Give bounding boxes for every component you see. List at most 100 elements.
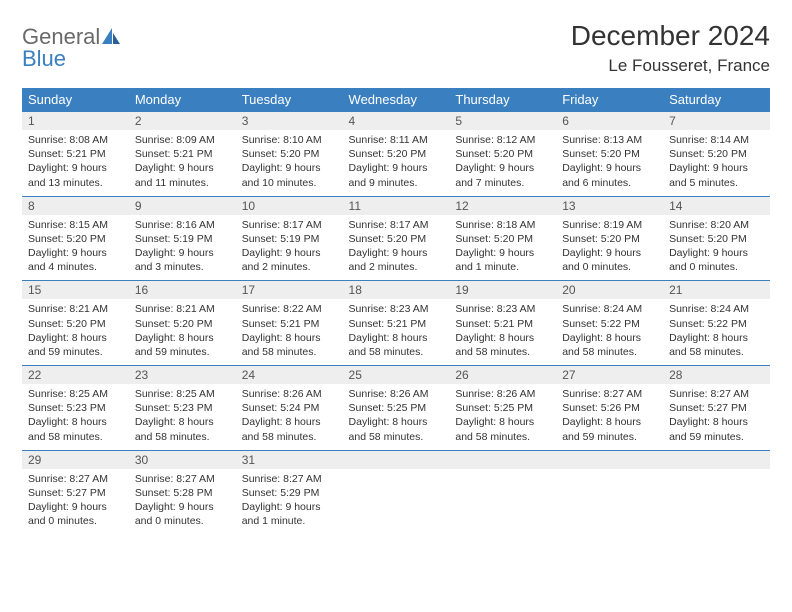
daylight-text: Daylight: 8 hours and 58 minutes. (455, 415, 550, 443)
sunset-text: Sunset: 5:21 PM (455, 317, 550, 331)
day-number-cell (556, 450, 663, 469)
daylight-text: Daylight: 8 hours and 58 minutes. (349, 331, 444, 359)
sunset-text: Sunset: 5:26 PM (562, 401, 657, 415)
day-detail-cell: Sunrise: 8:27 AMSunset: 5:27 PMDaylight:… (22, 469, 129, 535)
sunset-text: Sunset: 5:22 PM (562, 317, 657, 331)
day-number-row: 22232425262728 (22, 366, 770, 385)
daylight-text: Daylight: 9 hours and 13 minutes. (28, 161, 123, 189)
sunrise-text: Sunrise: 8:26 AM (242, 387, 337, 401)
sunset-text: Sunset: 5:20 PM (455, 232, 550, 246)
sunrise-text: Sunrise: 8:21 AM (28, 302, 123, 316)
daylight-text: Daylight: 8 hours and 59 minutes. (28, 331, 123, 359)
sunset-text: Sunset: 5:20 PM (562, 232, 657, 246)
location-label: Le Fousseret, France (571, 56, 770, 76)
logo-text: General Blue (22, 26, 120, 70)
day-number-cell: 7 (663, 112, 770, 131)
sunset-text: Sunset: 5:20 PM (28, 232, 123, 246)
day-detail-cell: Sunrise: 8:11 AMSunset: 5:20 PMDaylight:… (343, 130, 450, 196)
sunrise-text: Sunrise: 8:25 AM (135, 387, 230, 401)
sunrise-text: Sunrise: 8:14 AM (669, 133, 764, 147)
sunrise-text: Sunrise: 8:17 AM (349, 218, 444, 232)
weekday-header: Tuesday (236, 88, 343, 112)
sunrise-text: Sunrise: 8:09 AM (135, 133, 230, 147)
day-detail-cell: Sunrise: 8:21 AMSunset: 5:20 PMDaylight:… (129, 299, 236, 365)
day-detail-cell: Sunrise: 8:12 AMSunset: 5:20 PMDaylight:… (449, 130, 556, 196)
day-number-row: 1234567 (22, 112, 770, 131)
day-detail-row: Sunrise: 8:27 AMSunset: 5:27 PMDaylight:… (22, 469, 770, 535)
day-detail-cell: Sunrise: 8:18 AMSunset: 5:20 PMDaylight:… (449, 215, 556, 281)
daylight-text: Daylight: 9 hours and 7 minutes. (455, 161, 550, 189)
sunrise-text: Sunrise: 8:16 AM (135, 218, 230, 232)
day-detail-cell: Sunrise: 8:20 AMSunset: 5:20 PMDaylight:… (663, 215, 770, 281)
sunrise-text: Sunrise: 8:27 AM (28, 472, 123, 486)
sunset-text: Sunset: 5:20 PM (669, 147, 764, 161)
day-number-cell: 10 (236, 196, 343, 215)
daylight-text: Daylight: 9 hours and 4 minutes. (28, 246, 123, 274)
day-detail-cell: Sunrise: 8:23 AMSunset: 5:21 PMDaylight:… (343, 299, 450, 365)
weekday-header: Sunday (22, 88, 129, 112)
day-number-cell: 23 (129, 366, 236, 385)
daylight-text: Daylight: 8 hours and 59 minutes. (135, 331, 230, 359)
day-detail-cell: Sunrise: 8:22 AMSunset: 5:21 PMDaylight:… (236, 299, 343, 365)
sunrise-text: Sunrise: 8:19 AM (562, 218, 657, 232)
sunrise-text: Sunrise: 8:24 AM (562, 302, 657, 316)
day-detail-cell: Sunrise: 8:14 AMSunset: 5:20 PMDaylight:… (663, 130, 770, 196)
day-number-cell: 30 (129, 450, 236, 469)
daylight-text: Daylight: 8 hours and 58 minutes. (349, 415, 444, 443)
day-detail-cell: Sunrise: 8:27 AMSunset: 5:28 PMDaylight:… (129, 469, 236, 535)
daylight-text: Daylight: 9 hours and 10 minutes. (242, 161, 337, 189)
daylight-text: Daylight: 9 hours and 9 minutes. (349, 161, 444, 189)
daylight-text: Daylight: 9 hours and 0 minutes. (562, 246, 657, 274)
daylight-text: Daylight: 8 hours and 58 minutes. (669, 331, 764, 359)
day-number-cell: 19 (449, 281, 556, 300)
sunset-text: Sunset: 5:20 PM (349, 147, 444, 161)
day-detail-cell: Sunrise: 8:17 AMSunset: 5:19 PMDaylight:… (236, 215, 343, 281)
daylight-text: Daylight: 9 hours and 2 minutes. (242, 246, 337, 274)
sunset-text: Sunset: 5:25 PM (455, 401, 550, 415)
day-detail-cell: Sunrise: 8:09 AMSunset: 5:21 PMDaylight:… (129, 130, 236, 196)
sunset-text: Sunset: 5:24 PM (242, 401, 337, 415)
daylight-text: Daylight: 8 hours and 58 minutes. (455, 331, 550, 359)
day-number-cell: 9 (129, 196, 236, 215)
sunrise-text: Sunrise: 8:17 AM (242, 218, 337, 232)
sunset-text: Sunset: 5:23 PM (28, 401, 123, 415)
day-detail-cell: Sunrise: 8:15 AMSunset: 5:20 PMDaylight:… (22, 215, 129, 281)
day-number-cell: 29 (22, 450, 129, 469)
day-detail-cell: Sunrise: 8:21 AMSunset: 5:20 PMDaylight:… (22, 299, 129, 365)
daylight-text: Daylight: 9 hours and 11 minutes. (135, 161, 230, 189)
sunset-text: Sunset: 5:25 PM (349, 401, 444, 415)
sunset-text: Sunset: 5:19 PM (242, 232, 337, 246)
sunrise-text: Sunrise: 8:18 AM (455, 218, 550, 232)
day-number-cell: 27 (556, 366, 663, 385)
day-detail-cell (556, 469, 663, 535)
day-detail-cell: Sunrise: 8:10 AMSunset: 5:20 PMDaylight:… (236, 130, 343, 196)
day-number-cell: 31 (236, 450, 343, 469)
day-number-cell: 15 (22, 281, 129, 300)
sunset-text: Sunset: 5:21 PM (28, 147, 123, 161)
sunset-text: Sunset: 5:27 PM (669, 401, 764, 415)
sunset-text: Sunset: 5:21 PM (242, 317, 337, 331)
daylight-text: Daylight: 9 hours and 1 minute. (242, 500, 337, 528)
sunset-text: Sunset: 5:21 PM (349, 317, 444, 331)
day-detail-cell: Sunrise: 8:13 AMSunset: 5:20 PMDaylight:… (556, 130, 663, 196)
daylight-text: Daylight: 8 hours and 58 minutes. (242, 331, 337, 359)
day-detail-cell (663, 469, 770, 535)
sunset-text: Sunset: 5:20 PM (135, 317, 230, 331)
sunset-text: Sunset: 5:23 PM (135, 401, 230, 415)
day-number-cell (663, 450, 770, 469)
day-number-cell: 1 (22, 112, 129, 131)
day-detail-cell: Sunrise: 8:16 AMSunset: 5:19 PMDaylight:… (129, 215, 236, 281)
day-number-cell: 17 (236, 281, 343, 300)
weekday-header: Monday (129, 88, 236, 112)
day-detail-cell: Sunrise: 8:08 AMSunset: 5:21 PMDaylight:… (22, 130, 129, 196)
day-number-cell: 2 (129, 112, 236, 131)
sunset-text: Sunset: 5:21 PM (135, 147, 230, 161)
day-number-cell: 13 (556, 196, 663, 215)
sunrise-text: Sunrise: 8:12 AM (455, 133, 550, 147)
day-number-cell: 26 (449, 366, 556, 385)
daylight-text: Daylight: 8 hours and 58 minutes. (135, 415, 230, 443)
day-number-cell: 22 (22, 366, 129, 385)
day-number-cell: 4 (343, 112, 450, 131)
day-number-cell: 21 (663, 281, 770, 300)
daylight-text: Daylight: 8 hours and 58 minutes. (562, 331, 657, 359)
